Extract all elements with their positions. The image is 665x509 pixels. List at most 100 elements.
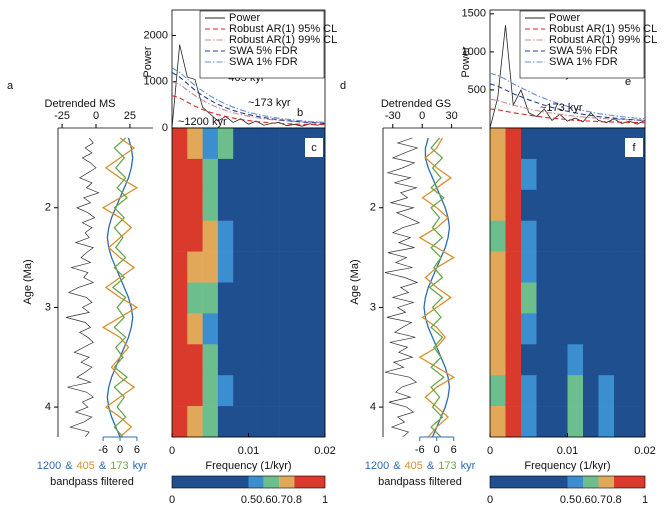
colorbar-frame [171, 475, 326, 489]
x-tick-label: 0.01 [238, 445, 259, 457]
bandpass-legend: 1200 & 405 & 173 kyr [365, 460, 476, 472]
heatmap-cell [217, 128, 234, 160]
colorbar-tick-label: 0.7 [271, 494, 286, 506]
heatmap-cell [233, 251, 249, 283]
x-tick-label: 0 [93, 110, 99, 122]
heatmap-cell [505, 344, 522, 376]
heatmap-cell [279, 344, 295, 376]
heatmap-cell [279, 128, 295, 160]
heatmap-cell [172, 406, 188, 438]
heatmap-cell [536, 189, 553, 221]
heatmap-cell [187, 251, 203, 283]
heatmap-cell [202, 220, 219, 252]
bandpass-joiner: & [427, 460, 435, 472]
panel-label-box [625, 138, 643, 157]
panel-title: Detrended GS [381, 98, 451, 110]
heatmap-cell [583, 313, 599, 345]
heatmap-cell [217, 313, 234, 345]
heatmap-cell [187, 189, 203, 221]
heatmap-cell [629, 189, 646, 221]
heatmap-cell [598, 375, 615, 407]
heatmap-cell [552, 220, 568, 252]
x-tick-label: 25 [124, 110, 136, 122]
heatmap-cell [583, 128, 599, 160]
heatmap-cell [629, 220, 646, 252]
heatmap-cell [202, 282, 219, 314]
bandpass-tick-label: 0 [434, 444, 440, 456]
heatmap-cell [279, 158, 295, 191]
panel-label: c [311, 142, 317, 154]
heatmap-cell [629, 251, 646, 283]
heatmap-cell [521, 282, 537, 314]
heatmap-cell [233, 220, 249, 252]
x-axis-label: Frequency (1/kyr) [205, 460, 291, 472]
heatmap-cell [202, 158, 219, 191]
heatmap-cell [309, 375, 326, 407]
heatmap-cell [233, 189, 249, 221]
spectrum-line [171, 71, 326, 124]
y-tick-label: 1000 [144, 76, 168, 88]
heatmap-cell [217, 375, 234, 407]
heatmap-cell [521, 313, 537, 345]
heatmap-cell [217, 220, 234, 252]
colorbar-segment [490, 476, 568, 488]
heatmap-cell [614, 251, 630, 283]
x-tick-label: 0 [487, 445, 493, 457]
colorbar-segment [294, 476, 325, 488]
colorbar-tick-label: 0 [487, 494, 493, 506]
heatmap-cell [521, 220, 537, 252]
heatmap-cell [309, 282, 326, 314]
heatmap-cell [309, 251, 326, 283]
colorbar-tick-label: 0.6 [256, 494, 271, 506]
heatmap-cell [583, 282, 599, 314]
spectrum-line [171, 67, 326, 123]
legend-label: SWA 1% FDR [229, 56, 298, 68]
bandpass-line [428, 137, 445, 438]
heatmap-cell [505, 128, 522, 160]
colorbar-segment [279, 476, 295, 488]
profile-line [66, 137, 100, 438]
heatmap-cell [614, 220, 630, 252]
y-axis-label: Age (Ma) [22, 259, 34, 304]
colorbar-tick-label: 1 [322, 494, 328, 506]
heatmap-cell [263, 189, 280, 221]
heatmap-cell [598, 344, 615, 376]
heatmap-cell [202, 313, 219, 345]
heatmap-cell [490, 313, 506, 345]
heatmap-cell [490, 220, 506, 252]
legend-label: Robust AR(1) 99% CL [549, 34, 657, 46]
heatmap-cell [505, 313, 522, 345]
colorbar-segment [614, 476, 645, 488]
x-tick-label: 0.01 [557, 445, 578, 457]
heatmap-cell [263, 406, 280, 438]
bandpass-tick-label: -6 [98, 444, 108, 456]
heatmap-cell [233, 313, 249, 345]
heatmap-cell [202, 128, 219, 160]
heatmap-cell [217, 251, 234, 283]
heatmap-cell [279, 406, 295, 438]
spectrum-line [489, 72, 646, 120]
heatmap-cell [279, 220, 295, 252]
heatmap-cell [233, 406, 249, 438]
legend-box [199, 10, 325, 79]
profile-line [384, 137, 421, 438]
heatmap-cell [233, 128, 249, 160]
colorbar-tick-label: 0 [169, 494, 175, 506]
heatmap-cell [598, 313, 615, 345]
x-tick-label: -25 [54, 110, 70, 122]
heatmap-cell [567, 344, 584, 376]
y-axis-label: Age (Ma) [349, 259, 361, 304]
heatmap-cell [614, 344, 630, 376]
spectrum-line [171, 44, 326, 129]
heatmap-cell [172, 282, 188, 314]
bandpass-caption: bandpass filtered [50, 476, 134, 488]
heatmap-cell [309, 158, 326, 191]
heatmap-cell [552, 344, 568, 376]
heatmap-cell [263, 344, 280, 376]
heatmap-cell [536, 344, 553, 376]
heatmap-cell [294, 344, 310, 376]
heatmap-cell [294, 313, 310, 345]
legend-box [519, 10, 645, 79]
bandpass-period: 405 [77, 460, 95, 472]
heatmap-cell [187, 406, 203, 438]
